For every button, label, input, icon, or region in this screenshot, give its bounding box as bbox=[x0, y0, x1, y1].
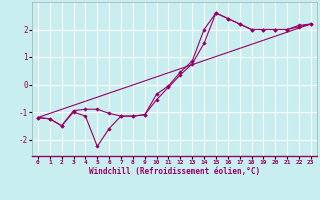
X-axis label: Windchill (Refroidissement éolien,°C): Windchill (Refroidissement éolien,°C) bbox=[89, 167, 260, 176]
